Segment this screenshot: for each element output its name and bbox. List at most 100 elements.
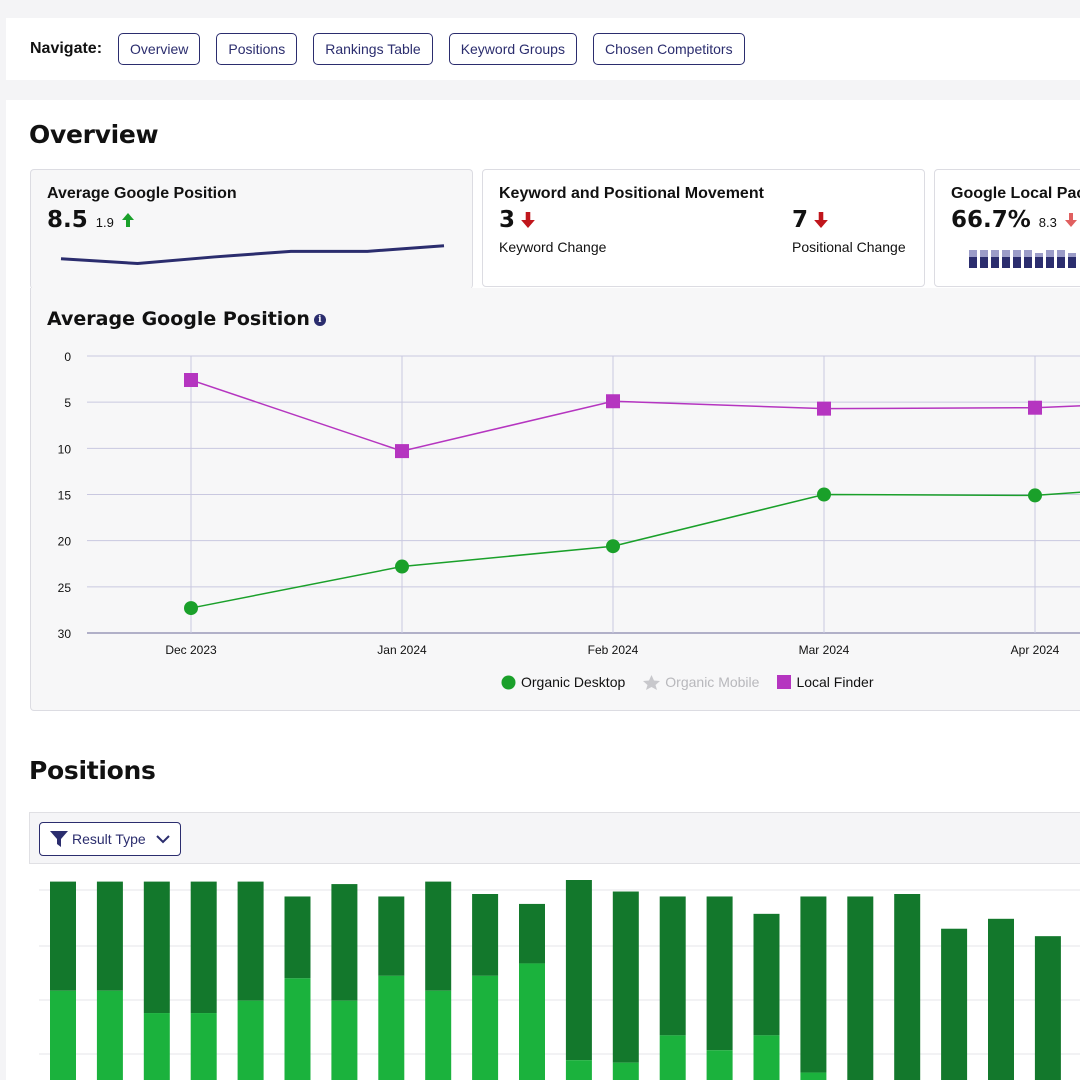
keyword-change-label: Keyword Change: [499, 239, 607, 255]
organic-desktop-point: [606, 539, 620, 554]
bar-segment-light: [190, 1013, 217, 1080]
avg-position-chart-panel: Average Google Position i 0 5 10 15 20 25 30 Dec…: [30, 288, 1080, 711]
y-tick-label: 5: [64, 396, 71, 410]
result-type-filter-button[interactable]: Result Type: [39, 822, 181, 856]
bar-segment-dark: [988, 918, 1014, 1080]
navigate-label: Navigate:: [30, 40, 103, 57]
y-tick-label: 30: [58, 627, 72, 641]
arrow-down-icon: [814, 212, 828, 228]
x-tick-label: Jan 2024: [377, 643, 427, 657]
bar-segment-light: [96, 990, 123, 1080]
local-finder-point: [1028, 400, 1042, 415]
bar-segment-dark: [659, 896, 686, 1036]
avg-position-card[interactable]: Average Google Position 8.5 1.9: [30, 169, 473, 289]
bar-segment-dark: [706, 896, 733, 1051]
x-tick-label: Feb 2024: [588, 643, 639, 657]
positional-change-label: Positional Change: [792, 239, 906, 255]
overview-title: Overview: [29, 120, 159, 149]
positions-bar-chart: [39, 880, 1080, 1080]
bar-segment-light: [565, 1060, 592, 1080]
filter-icon: [50, 831, 68, 847]
bar-segment-dark: [941, 928, 968, 1080]
bar-segment-dark: [894, 894, 921, 1080]
arrow-up-icon: [121, 213, 134, 227]
avg-position-value: 8.5: [47, 207, 88, 233]
bar-segment-light: [425, 990, 452, 1080]
bar-segment-light: [472, 975, 499, 1080]
bar-segment-light: [659, 1035, 686, 1080]
bar-segment-dark: [237, 881, 264, 1001]
bar-segment-dark: [50, 881, 76, 991]
y-tick-label: 15: [58, 489, 72, 503]
bar-segment-dark: [472, 894, 499, 976]
avg-position-card-title: Average Google Position: [47, 185, 237, 202]
bar-segment-light: [753, 1035, 780, 1080]
bar-segment-dark: [143, 881, 170, 1014]
info-icon[interactable]: i: [313, 313, 326, 326]
nav-positions-button[interactable]: Positions: [216, 33, 298, 65]
nav-keyword-groups-button[interactable]: Keyword Groups: [448, 33, 577, 65]
y-tick-label: 0: [64, 350, 71, 364]
bar-segment-dark: [565, 880, 592, 1061]
local-pack-card[interactable]: Google Local Pac 66.7% 8.3: [934, 169, 1080, 287]
positions-title: Positions: [29, 756, 156, 785]
organic-desktop-point: [184, 601, 198, 616]
avg-position-delta: 1.9: [95, 215, 114, 230]
legend-label: Organic Mobile: [665, 674, 760, 690]
bar-segment-light: [331, 1000, 358, 1080]
organic-desktop-point: [817, 487, 831, 502]
bar-segment-dark: [753, 913, 780, 1036]
bar-segment-dark: [331, 884, 358, 1001]
organic-desktop-point: [1028, 488, 1042, 503]
main-content: Overview Average Google Position 8.5 1.9…: [6, 100, 1080, 1080]
result-type-label: Result Type: [72, 831, 146, 847]
x-tick-label: Apr 2024: [1011, 643, 1060, 657]
chevron-down-icon: [155, 834, 170, 843]
circle-marker-icon: [501, 675, 516, 689]
nav-overview-button[interactable]: Overview: [118, 33, 201, 65]
movement-card-title: Keyword and Positional Movement: [499, 185, 764, 202]
star-marker-icon: [643, 674, 661, 690]
bar-segment-dark: [378, 896, 405, 976]
bar-segment-dark: [284, 896, 311, 979]
bar-segment-dark: [425, 881, 452, 991]
x-tick-label: Mar 2024: [799, 643, 850, 657]
organic-desktop-line: [190, 491, 1080, 609]
avg-position-sparkline: [60, 244, 445, 265]
nav-rankings-table-button[interactable]: Rankings Table: [313, 33, 433, 65]
bar-segment-dark: [190, 881, 217, 1014]
legend-item-local-finder[interactable]: Local Finder: [777, 674, 873, 690]
local-pack-delta: 8.3: [1038, 215, 1057, 230]
y-tick-label: 25: [58, 581, 72, 595]
avg-position-chart-title: Average Google Position i: [47, 308, 326, 330]
legend-label: Local Finder: [796, 674, 874, 690]
chart-legend: Organic Desktop Organic Mobile Local Finde…: [501, 674, 873, 690]
local-pack-card-title: Google Local Pac: [951, 185, 1080, 202]
avg-position-line-chart: 0 5 10 15 20 25 30 Dec 2023 Jan 2024 Feb 2024 Mar …: [58, 350, 1080, 657]
sparkline-line: [60, 244, 445, 265]
bar-segment-light: [612, 1062, 639, 1080]
local-finder-point: [184, 373, 198, 388]
nav-chosen-competitors-button[interactable]: Chosen Competitors: [592, 33, 745, 65]
positional-change-value: 7: [792, 207, 809, 233]
organic-desktop-point: [395, 559, 409, 574]
keyword-change-value: 3: [499, 207, 516, 233]
local-pack-mini-bars: [969, 250, 1076, 268]
bar-segment-light: [800, 1072, 827, 1080]
local-finder-line: [190, 379, 1080, 452]
bar-segment-light: [519, 963, 545, 1080]
bar-segment-light: [706, 1050, 733, 1080]
arrow-down-icon: [521, 212, 535, 228]
positions-filter-bar: Result Type: [29, 812, 1080, 864]
bar-segment-dark: [847, 896, 874, 1080]
legend-label: Organic Desktop: [521, 674, 626, 690]
navigate-bar: Navigate: Overview Positions Rankings Ta…: [6, 18, 1080, 80]
bar-segment-light: [284, 978, 311, 1080]
bar-segment-light: [378, 975, 405, 1080]
bar-segment-light: [143, 1013, 170, 1080]
legend-item-organic-desktop[interactable]: Organic Desktop: [501, 674, 625, 690]
local-finder-point: [395, 444, 409, 459]
movement-card[interactable]: Keyword and Positional Movement 3 Keywor…: [482, 169, 925, 287]
legend-item-organic-mobile[interactable]: Organic Mobile: [643, 674, 759, 690]
local-finder-point: [606, 394, 620, 409]
